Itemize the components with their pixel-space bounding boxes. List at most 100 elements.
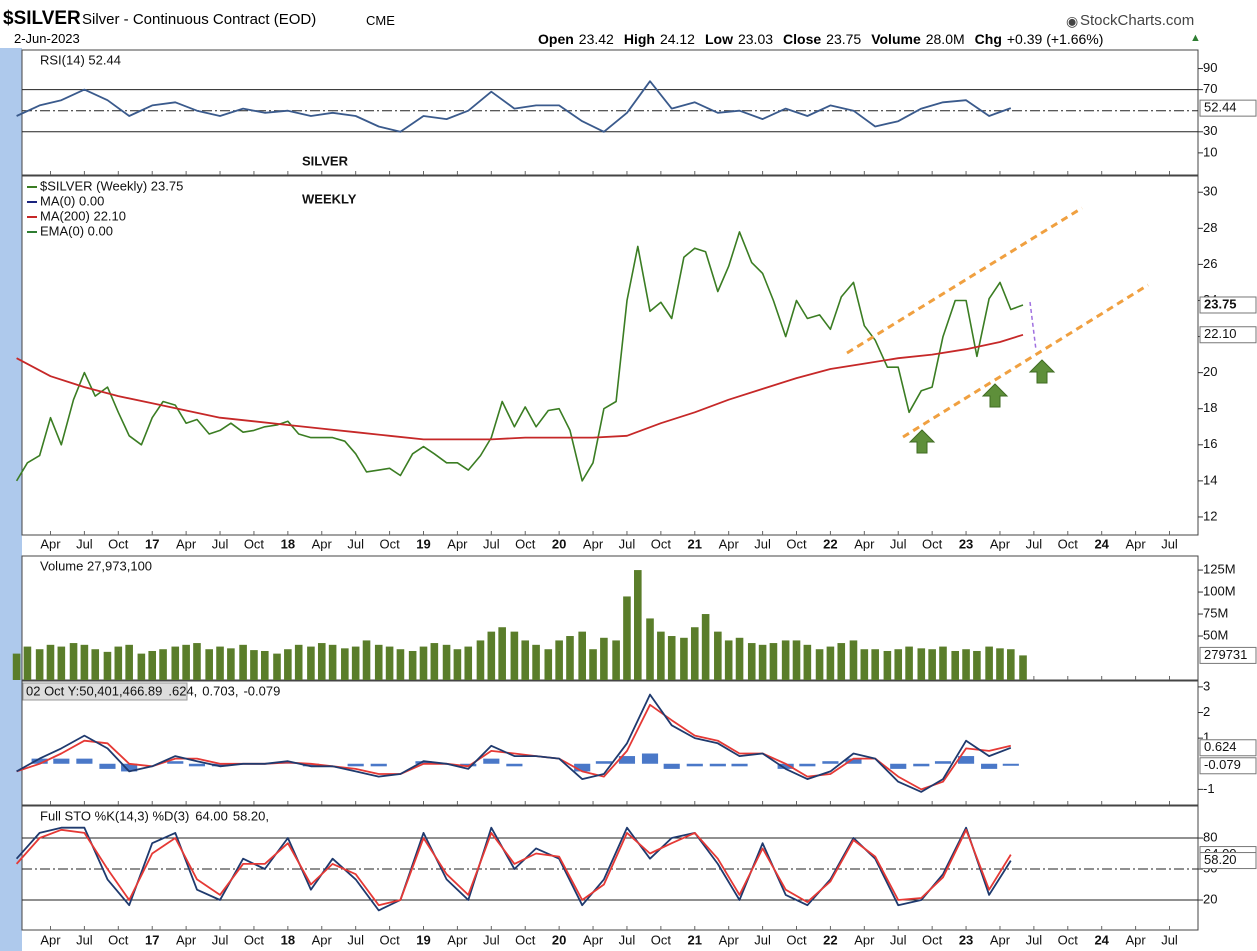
value-box [1199, 646, 1257, 664]
x-tick-label: Jul [619, 536, 636, 551]
x-tick-label: Oct [1058, 932, 1079, 947]
bar [822, 761, 839, 764]
y-tick-label: 70 [1203, 81, 1217, 96]
x-tick-label: Jul [1026, 932, 1043, 947]
panel-title: RSI(14) 52.44 [40, 52, 121, 67]
bar [913, 763, 930, 767]
bar [623, 596, 631, 680]
bar [487, 631, 496, 680]
x-tick-label: Jul [1161, 536, 1178, 551]
bar [103, 651, 112, 680]
x-tick-label: 22 [823, 536, 837, 551]
value-box-label: 22.10 [1204, 326, 1237, 341]
bar [53, 758, 70, 764]
x-tick-label: Jul [483, 536, 500, 551]
bar [758, 644, 767, 680]
bar [777, 763, 794, 769]
bar [408, 650, 417, 680]
x-tick-label: Oct [379, 932, 400, 947]
bar [845, 758, 862, 764]
bar [709, 763, 726, 767]
x-tick-label: Jul [1026, 536, 1043, 551]
quote-value: 23.75 [826, 31, 862, 47]
bar [284, 649, 292, 680]
x-tick-label: Jul [1161, 932, 1178, 947]
x-tick-label: Apr [312, 536, 333, 551]
projection-line [1029, 301, 1037, 351]
bar [890, 763, 907, 769]
x-tick-label: Apr [854, 932, 875, 947]
bar [521, 640, 530, 680]
y-tick-label: 2 [1203, 704, 1210, 719]
series-line [16, 693, 1012, 793]
x-tick-label: 24 [1094, 536, 1109, 551]
y-tick-label: 14 [1203, 472, 1217, 487]
x-tick-label: Jul [212, 932, 229, 947]
x-tick-label: Apr [176, 536, 197, 551]
bar [430, 643, 439, 680]
bar [544, 649, 553, 680]
bar [12, 653, 21, 680]
bar [792, 640, 801, 680]
y-tick-label: -1 [1203, 781, 1215, 796]
bar [396, 649, 405, 680]
y-tick-label: 20 [1203, 891, 1217, 906]
y-tick-label: 125M [1203, 562, 1236, 577]
y-tick-label: 12 [1203, 508, 1217, 523]
bar [182, 644, 190, 680]
value-box-label: 0.624 [1204, 739, 1237, 754]
change-arrow: ▲ [1190, 32, 1201, 44]
date: 2-Jun-2023 [14, 31, 80, 46]
value-box-label: 52.44 [1204, 100, 1237, 115]
bar [589, 649, 597, 680]
panel [21, 175, 1199, 536]
x-tick-label: Apr [447, 932, 468, 947]
arrow [981, 383, 1009, 408]
bar [205, 649, 213, 680]
value-box-label: 23.75 [1204, 296, 1237, 311]
legend-label: -0.079 [243, 683, 280, 698]
bar [341, 648, 349, 680]
x-tick-label: Apr [583, 536, 604, 551]
x-tick-label: Oct [515, 536, 536, 551]
bar [663, 763, 680, 769]
y-tick-label: 1 [1203, 730, 1210, 745]
bar [317, 643, 326, 680]
annotation: SILVER [302, 153, 349, 168]
x-tick-label: 23 [959, 932, 973, 947]
bar [307, 646, 315, 680]
series-line [16, 333, 1024, 441]
bar [799, 763, 816, 767]
bar [483, 758, 500, 764]
x-tick-label: 18 [281, 536, 295, 551]
x-tick-label: 22 [823, 932, 837, 947]
x-tick-label: Apr [1125, 932, 1146, 947]
bar [731, 763, 748, 767]
bar [574, 763, 591, 772]
bar [114, 646, 123, 680]
bar [555, 640, 563, 680]
bar [35, 649, 44, 680]
bar [701, 614, 710, 680]
bar [939, 646, 947, 680]
x-tick-label: Jul [212, 536, 229, 551]
x-tick-label: Oct [244, 536, 265, 551]
y-tick-label: 30 [1203, 123, 1217, 138]
value-box-label: 279731 [1204, 647, 1247, 662]
x-tick-label: Apr [447, 536, 468, 551]
x-tick-label: Oct [108, 536, 129, 551]
bar [80, 644, 89, 680]
x-tick-label: Jul [483, 932, 500, 947]
bar [347, 763, 364, 767]
value-box [1199, 326, 1257, 344]
channel-line [846, 206, 1083, 355]
x-tick-label: Oct [379, 536, 400, 551]
x-tick-label: Jul [754, 536, 771, 551]
bar [1019, 655, 1027, 680]
legend-label: MA(0) 0.00 [40, 193, 104, 208]
x-tick-label: Apr [583, 932, 604, 947]
bar [849, 640, 858, 680]
quote-label: Volume [871, 31, 921, 47]
legend-label: 64.00 [195, 808, 228, 823]
